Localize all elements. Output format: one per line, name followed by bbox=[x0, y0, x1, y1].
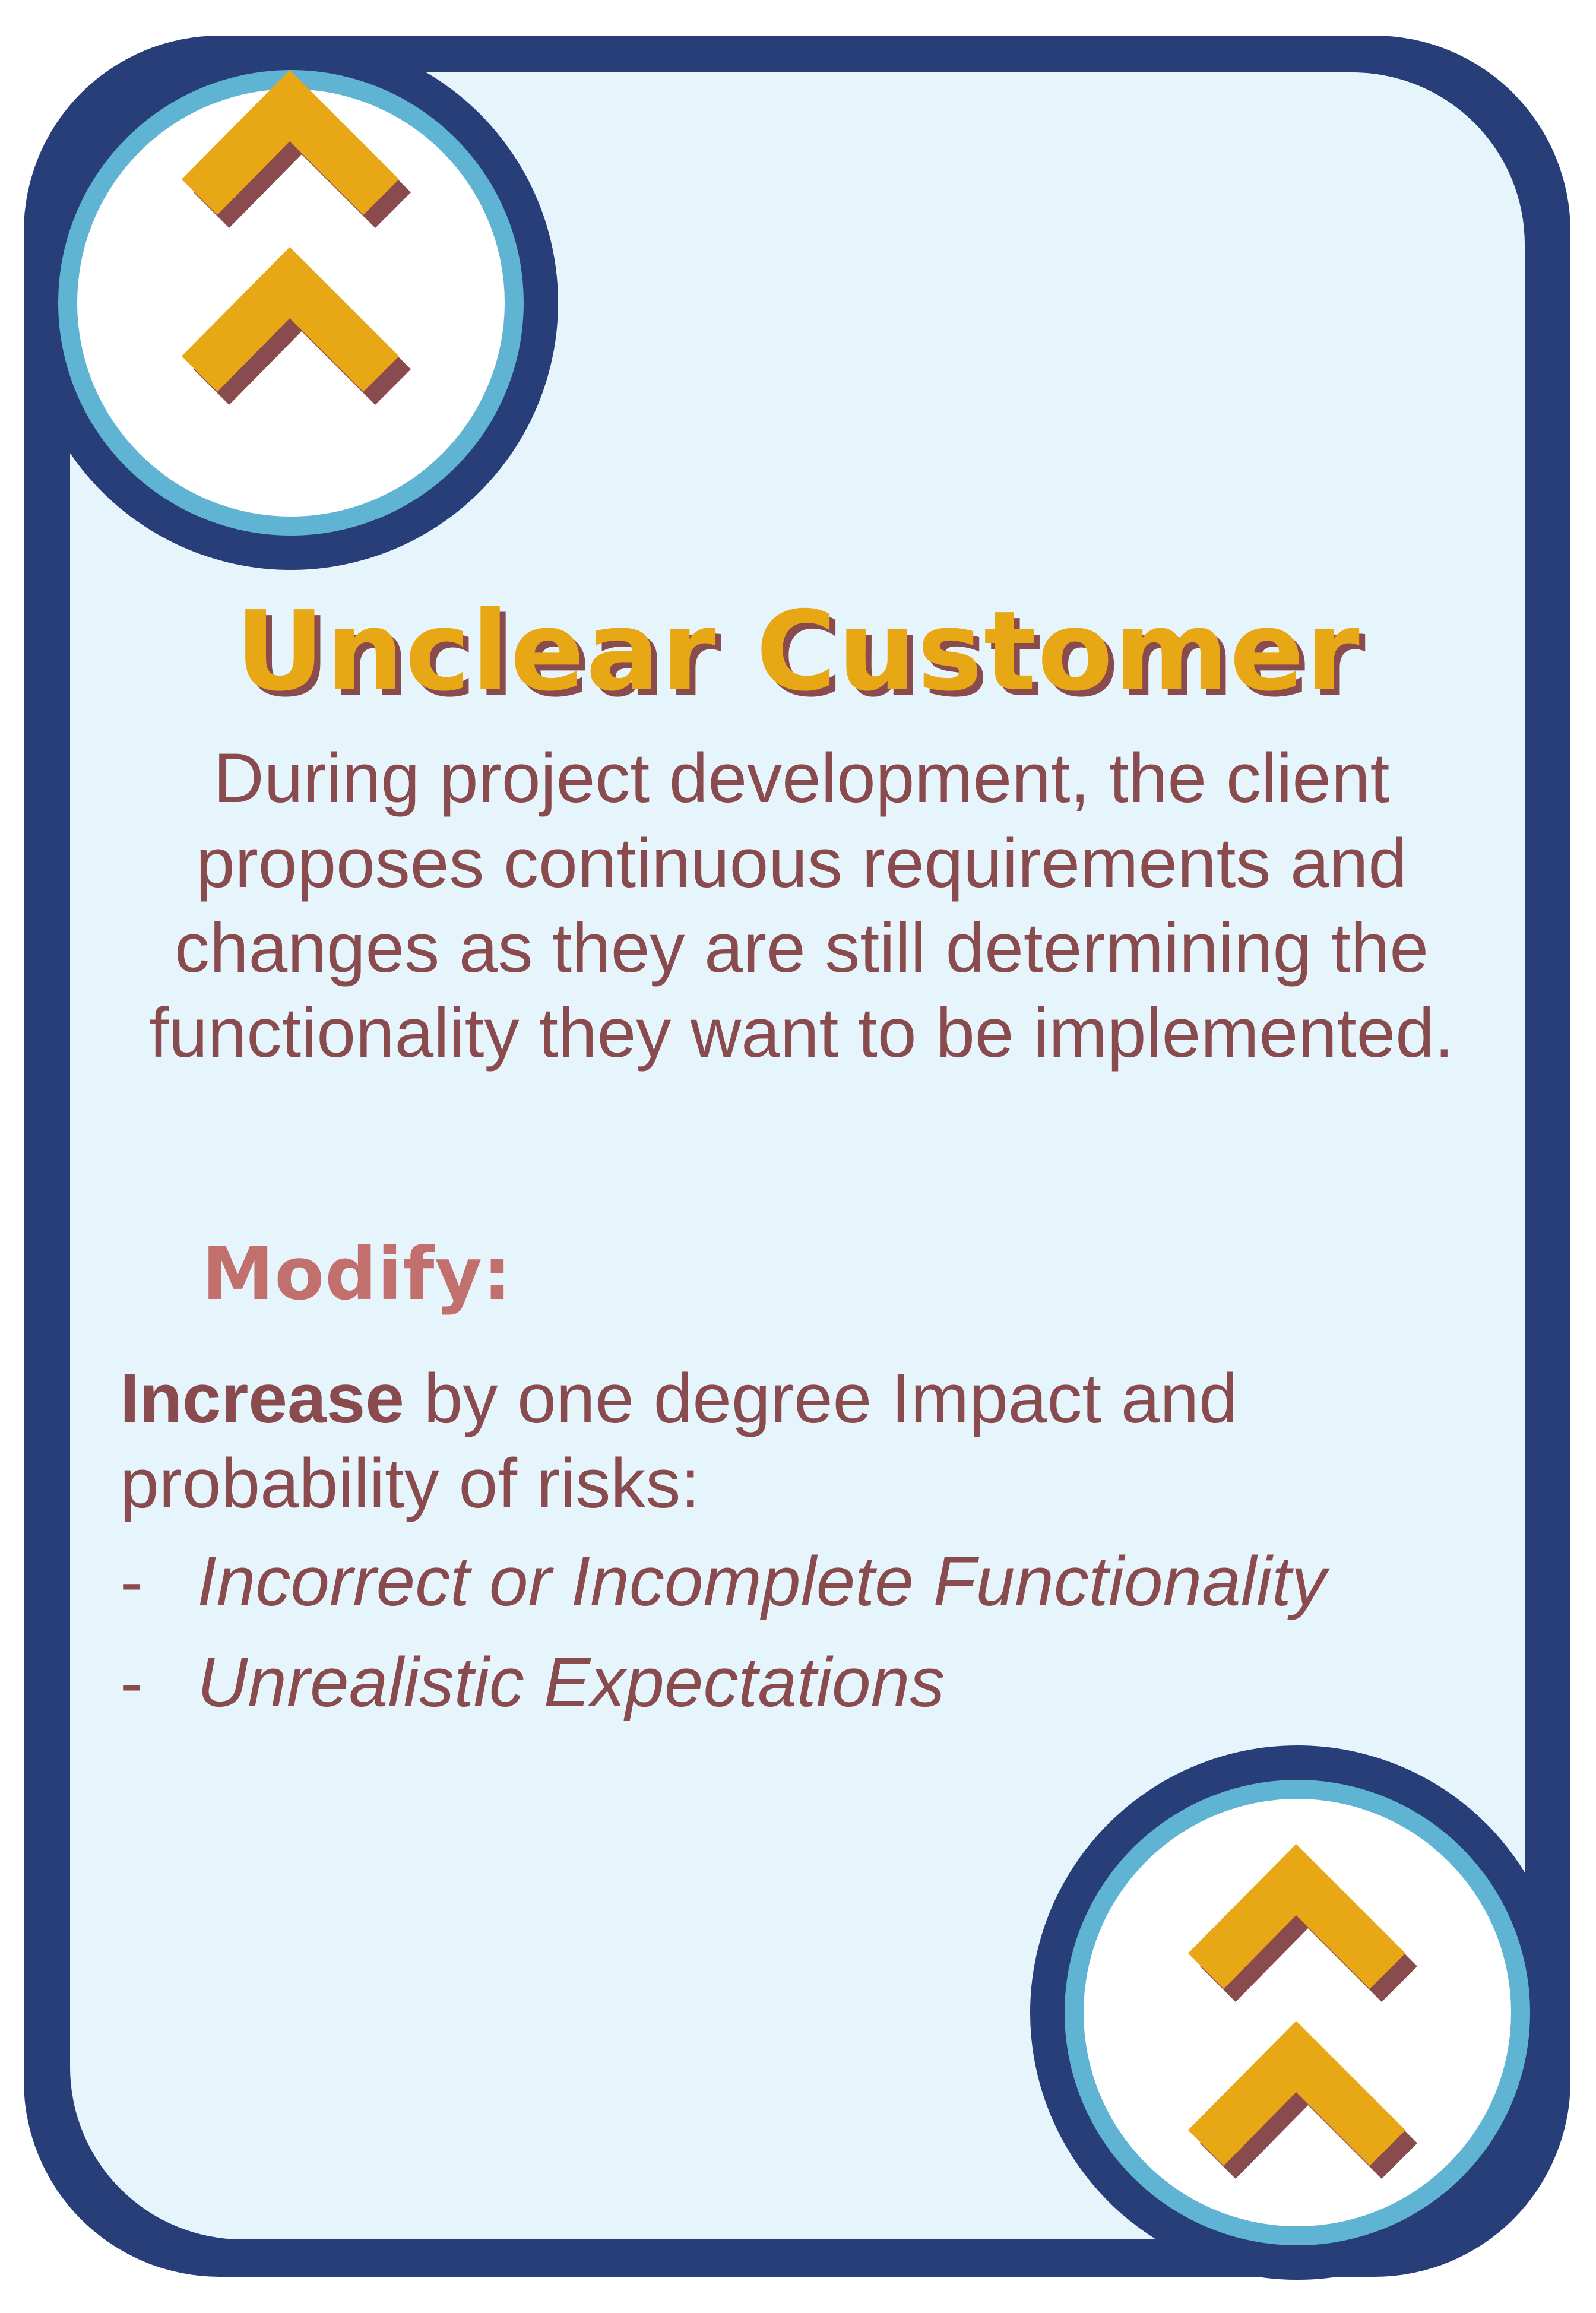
card-title: Unclear Customer bbox=[235, 587, 1361, 715]
card-description: During project development, the client p… bbox=[149, 739, 1454, 1072]
double-chevron-up-icon bbox=[24, 36, 558, 570]
risk-bullet: - bbox=[120, 1542, 144, 1621]
risk-item: - Unrealistic Expectations bbox=[120, 1647, 945, 1718]
effect-text: Increase by one degree Impact and probab… bbox=[120, 1357, 1515, 1526]
risk-label: Unrealistic Expectations bbox=[197, 1643, 945, 1722]
effect-rest: by one degree Impact and probability of … bbox=[120, 1360, 1238, 1523]
double-chevron-up-icon bbox=[1030, 1745, 1565, 2280]
risk-item: - Incorrect or Incomplete Functionality bbox=[120, 1547, 1326, 1617]
effect-verb: Increase bbox=[120, 1360, 404, 1438]
risk-bullet: - bbox=[120, 1643, 144, 1722]
risk-label: Incorrect or Incomplete Functionality bbox=[197, 1542, 1326, 1621]
modify-heading: Modify: bbox=[202, 1232, 512, 1316]
